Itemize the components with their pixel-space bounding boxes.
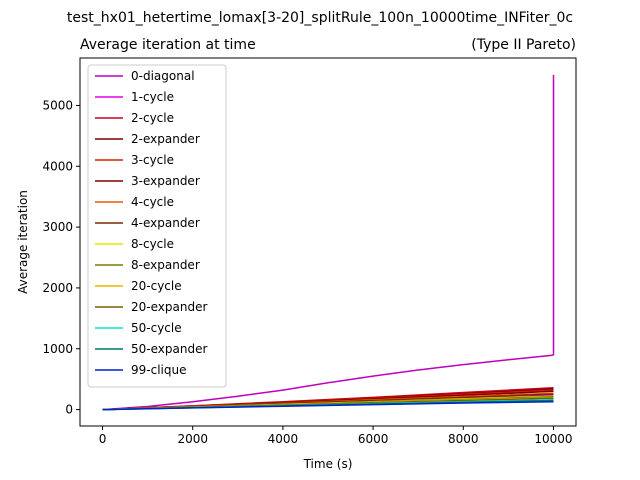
legend-label-11: 20-expander: [131, 300, 207, 314]
legend-label-12: 50-cycle: [131, 321, 182, 335]
series-line-14: [102, 400, 554, 411]
y-tick-label-4: 4000: [42, 159, 73, 173]
legend-label-0: 0-diagonal: [131, 69, 195, 83]
legend-label-14: 99-clique: [131, 363, 186, 377]
plot-frame: [79, 57, 577, 427]
y-axis-ticks: 0 1000 2000 3000 4000 5000: [42, 98, 80, 417]
plot-lines: [102, 75, 555, 411]
legend-label-13: 50-expander: [131, 342, 207, 356]
chart-title-left: Average iteration at time: [80, 37, 256, 53]
chart-title-right: (Type II Pareto): [471, 37, 576, 53]
x-axis-label: Time (s): [303, 457, 353, 471]
x-tick-label-5: 10000: [534, 432, 572, 446]
series-line-0: [102, 75, 555, 411]
x-tick-label-0: 0: [99, 432, 107, 446]
legend-label-10: 20-cycle: [131, 279, 182, 293]
x-axis-ticks: 0 2000 4000 6000 8000 10000: [99, 426, 573, 446]
y-tick-label-1: 1000: [42, 342, 73, 356]
x-tick-label-3: 6000: [358, 432, 389, 446]
legend-label-8: 8-cycle: [131, 237, 174, 251]
legend-label-7: 4-expander: [131, 216, 200, 230]
y-tick-label-5: 5000: [42, 98, 73, 112]
legend: 0-diagonal 1-cycle 2-cycle 2-expander 3-cycl…: [87, 64, 227, 388]
legend-label-1: 1-cycle: [131, 90, 174, 104]
y-axis-label: Average iteration: [16, 190, 30, 294]
legend-label-4: 3-cycle: [131, 153, 174, 167]
x-tick-label-4: 8000: [448, 432, 479, 446]
y-tick-label-0: 0: [65, 403, 73, 417]
x-tick-label-1: 2000: [177, 432, 208, 446]
y-tick-label-3: 3000: [42, 220, 73, 234]
legend-label-9: 8-expander: [131, 258, 200, 272]
legend-label-2: 2-cycle: [131, 111, 174, 125]
x-tick-label-2: 4000: [268, 432, 299, 446]
legend-label-6: 4-cycle: [131, 195, 174, 209]
legend-label-3: 2-expander: [131, 132, 200, 146]
legend-label-5: 3-expander: [131, 174, 200, 188]
chart-suptitle: test_hx01_hetertime_lomax[3-20]_splitRul…: [67, 10, 573, 26]
y-tick-label-2: 2000: [42, 281, 73, 295]
